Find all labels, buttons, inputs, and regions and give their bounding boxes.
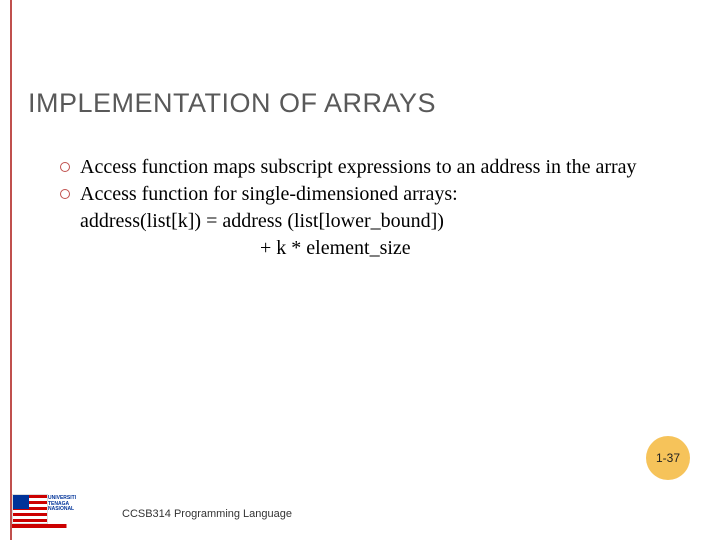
page-number: 1-37 (656, 451, 680, 465)
logo-text: UNIVERSITI TENAGA NASIONAL (48, 496, 76, 513)
logo-underline (12, 524, 90, 528)
bullet-icon (60, 189, 70, 199)
university-logo: UNIVERSITI TENAGA NASIONAL (12, 494, 92, 528)
formula-line-1: address(list[k]) = address (list[lower_b… (60, 208, 700, 235)
bullet-text: Access function maps subscript expressio… (80, 154, 700, 181)
content-area: Access function maps subscript expressio… (60, 154, 700, 262)
accent-vertical-rule (10, 0, 12, 540)
bullet-text: Access function for single-dimensioned a… (80, 181, 700, 208)
list-item: Access function maps subscript expressio… (60, 154, 700, 181)
footer-text: CCSB314 Programming Language (122, 508, 292, 520)
list-item: Access function for single-dimensioned a… (60, 181, 700, 208)
flag-icon (12, 494, 48, 524)
page-title: IMPLEMENTATION OF ARRAYS (28, 88, 436, 119)
page-number-badge: 1-37 (646, 436, 690, 480)
bullet-icon (60, 162, 70, 172)
formula-line-2: + k * element_size (60, 235, 700, 262)
